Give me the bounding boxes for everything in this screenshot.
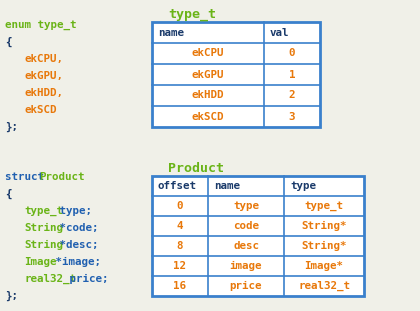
Bar xyxy=(152,176,364,296)
Text: 16: 16 xyxy=(173,281,186,291)
Text: real32_t: real32_t xyxy=(24,274,76,284)
Text: Image: Image xyxy=(24,257,57,267)
Text: Product: Product xyxy=(39,172,84,182)
Text: {: { xyxy=(5,189,11,199)
Text: type;: type; xyxy=(53,206,92,216)
Bar xyxy=(152,176,364,296)
Text: 8: 8 xyxy=(177,241,183,251)
Text: val: val xyxy=(270,27,289,38)
Text: real32_t: real32_t xyxy=(298,281,350,291)
Text: price: price xyxy=(230,281,262,291)
Text: ekHDD: ekHDD xyxy=(192,91,224,100)
Text: 1: 1 xyxy=(289,69,295,80)
Text: ekSCD: ekSCD xyxy=(192,112,224,122)
Text: ekCPU: ekCPU xyxy=(192,49,224,58)
Text: type: type xyxy=(233,201,259,211)
Text: ekHDD,: ekHDD, xyxy=(24,88,63,98)
Text: type: type xyxy=(290,181,316,191)
Text: ekGPU,: ekGPU, xyxy=(24,71,63,81)
Text: 0: 0 xyxy=(177,201,183,211)
Text: type_t: type_t xyxy=(24,206,63,216)
Bar xyxy=(152,22,320,127)
Text: };: }; xyxy=(5,122,18,132)
Text: desc: desc xyxy=(233,241,259,251)
Text: code: code xyxy=(233,221,259,231)
Text: ekGPU: ekGPU xyxy=(192,69,224,80)
Text: ekSCD: ekSCD xyxy=(24,105,57,115)
Text: *code;: *code; xyxy=(53,223,99,233)
Text: String: String xyxy=(24,223,63,233)
Text: 12: 12 xyxy=(173,261,186,271)
Text: *image;: *image; xyxy=(49,257,100,267)
Bar xyxy=(152,22,320,127)
Text: String*: String* xyxy=(301,221,347,231)
Text: {: { xyxy=(5,37,11,47)
Text: image: image xyxy=(230,261,262,271)
Text: Product: Product xyxy=(168,162,224,175)
Text: String: String xyxy=(24,240,63,250)
Text: struct: struct xyxy=(5,172,50,182)
Text: 0: 0 xyxy=(289,49,295,58)
Text: enum type_t: enum type_t xyxy=(5,20,76,30)
Text: 3: 3 xyxy=(289,112,295,122)
Text: type_t: type_t xyxy=(168,8,216,21)
Text: String*: String* xyxy=(301,241,347,251)
Text: ekCPU,: ekCPU, xyxy=(24,54,63,64)
Text: name: name xyxy=(158,27,184,38)
Text: Image*: Image* xyxy=(304,261,344,271)
Text: };: }; xyxy=(5,291,18,301)
Text: 4: 4 xyxy=(177,221,183,231)
Text: price;: price; xyxy=(63,274,108,284)
Text: name: name xyxy=(214,181,240,191)
Text: type_t: type_t xyxy=(304,201,344,211)
Text: offset: offset xyxy=(158,181,197,191)
Text: 2: 2 xyxy=(289,91,295,100)
Text: *desc;: *desc; xyxy=(53,240,99,250)
